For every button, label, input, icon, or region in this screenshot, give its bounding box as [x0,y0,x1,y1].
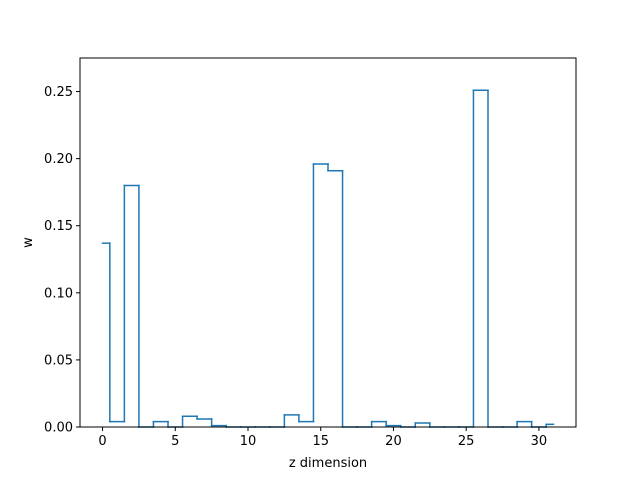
y-tick-label: 0.15 [44,219,73,234]
y-axis: 0.00 0.05 0.10 0.15 0.20 0.25 [44,85,80,436]
x-tick-label: 25 [458,434,475,449]
y-axis-label: w [21,237,36,248]
x-tick-label: 0 [98,434,106,449]
y-tick-label: 0.10 [44,286,73,301]
x-tick-label: 30 [531,434,548,449]
x-tick-label: 20 [385,434,402,449]
x-tick-label: 5 [171,434,179,449]
y-tick-label: 0.05 [44,353,73,368]
x-axis: 0 5 10 15 20 25 30 [98,427,547,449]
axes-frame [79,57,577,428]
y-tick-label: 0.00 [44,421,73,436]
x-axis-label: z dimension [289,456,367,471]
y-tick-label: 0.25 [44,85,73,100]
x-tick-label: 15 [312,434,329,449]
y-tick-label: 0.20 [44,152,73,167]
x-tick-label: 10 [240,434,257,449]
